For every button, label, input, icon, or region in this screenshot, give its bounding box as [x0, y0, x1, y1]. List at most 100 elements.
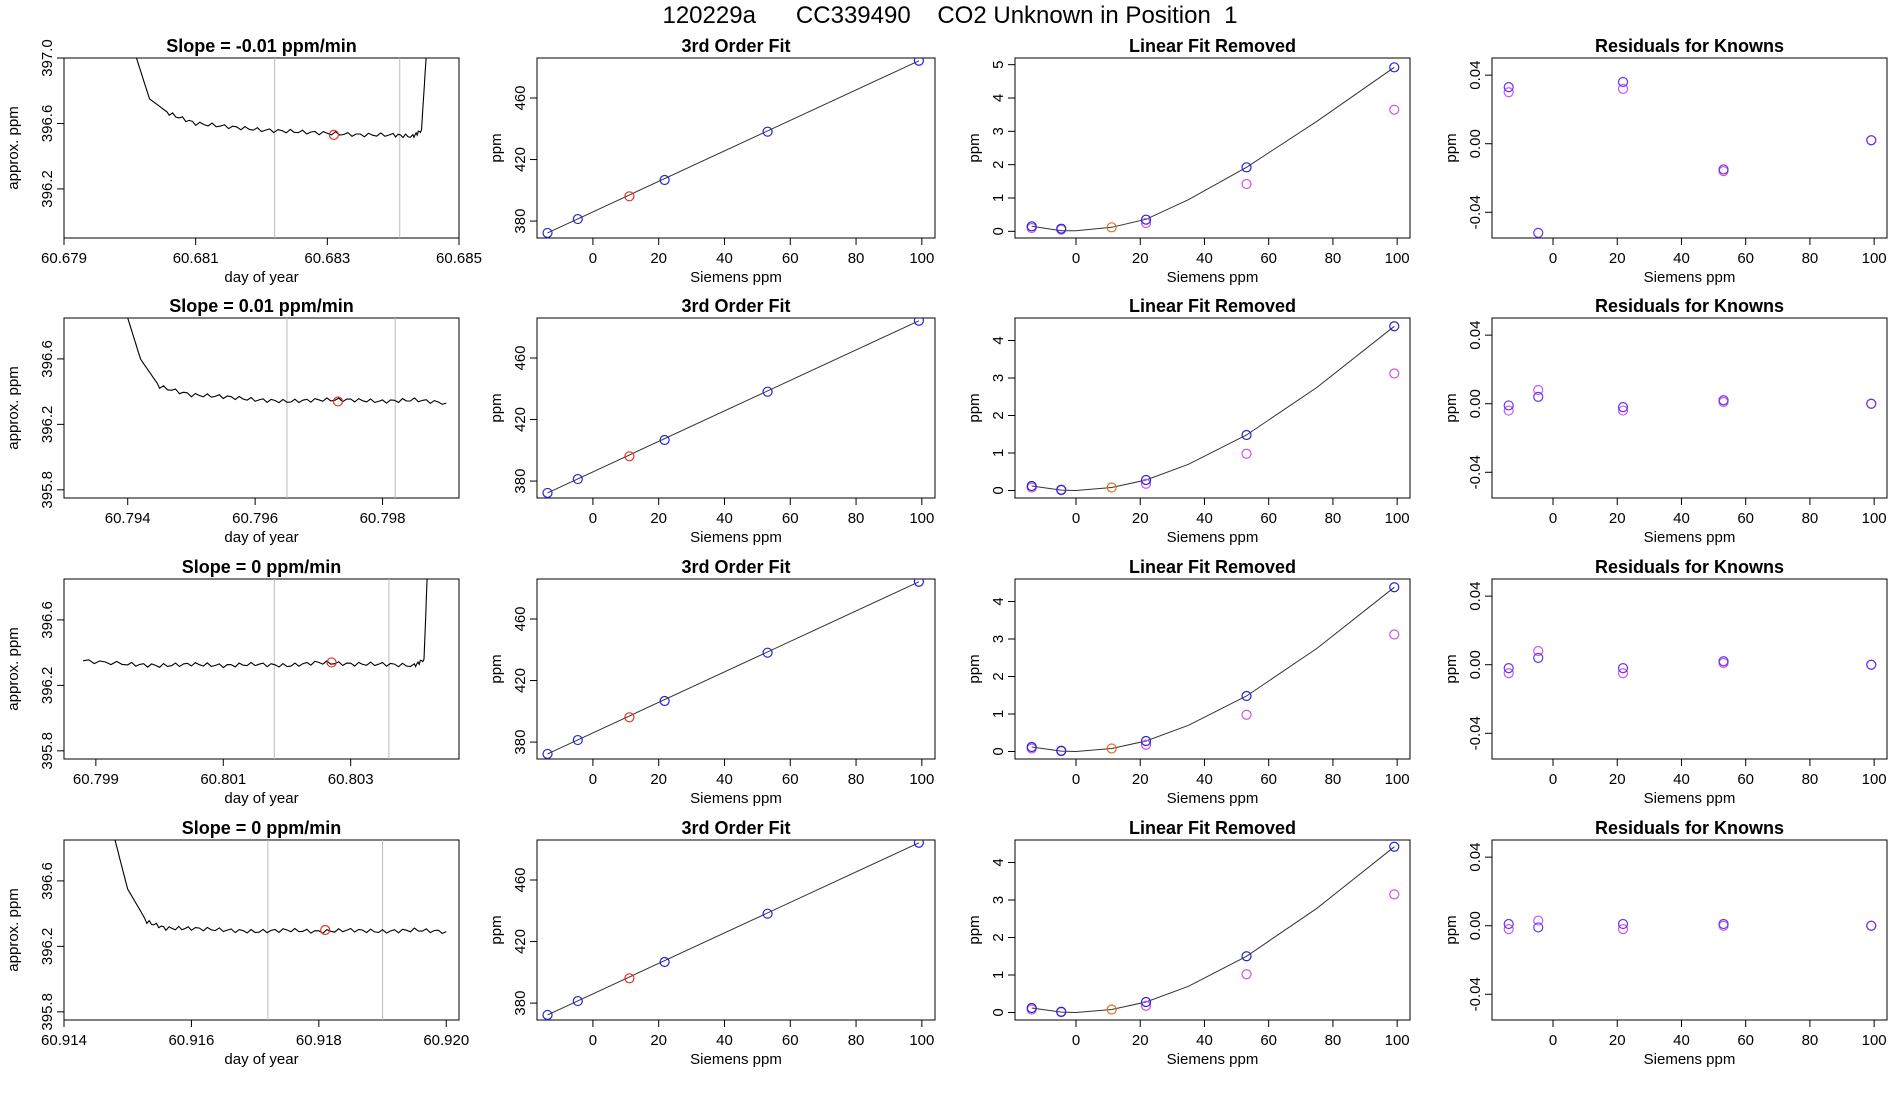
known-standard-point — [1241, 429, 1252, 441]
x-tick-label: 80 — [1802, 771, 1819, 788]
residual-point — [1533, 915, 1544, 926]
panel-time-series-row-1: Slope = -0.01 ppm/min 60.679 60.681 60.683 6… — [5, 36, 482, 286]
chart-title: Linear Fit Removed — [1129, 36, 1296, 56]
linear-removed-point — [1241, 448, 1252, 459]
x-axis-label: Siemens ppm — [690, 529, 782, 546]
panel-residuals-row-2: Residuals for Knowns 0 20 40 60 80 100 Siemens … — [1443, 296, 1888, 546]
panel-time-series-row-4: Slope = 0 ppm/min 60.914 60.916 60.918 60.92… — [5, 818, 469, 1068]
residual-point — [1503, 924, 1514, 935]
linear-removed-point — [1389, 368, 1400, 379]
y-tick-label: 2 — [990, 933, 1007, 941]
residual-point — [1617, 405, 1629, 416]
x-tick-label: 0 — [1072, 250, 1080, 267]
chart-title: 3rd Order Fit — [681, 36, 790, 56]
y-tick-label: 396.2 — [39, 667, 56, 705]
y-tick-label: 420 — [512, 147, 529, 172]
panel-3rd-order-fit-row-2: 3rd Order Fit 0 20 40 60 80 100 Siemens ppm 380 4… — [488, 296, 936, 546]
x-tick-label: 80 — [1802, 250, 1819, 267]
known-standard-point — [1026, 1002, 1037, 1014]
y-tick-label: 395.8 — [39, 993, 56, 1031]
x-axis-label: Siemens ppm — [1644, 529, 1736, 546]
plot-content — [542, 579, 924, 759]
y-tick-label: 2 — [990, 672, 1007, 680]
y-tick-label: -0.04 — [1467, 977, 1484, 1011]
known-standard-point — [1056, 484, 1067, 495]
x-tick-label: 20 — [1609, 510, 1626, 527]
ppm-trace-line — [83, 579, 428, 669]
y-tick-label: -0.04 — [1467, 716, 1484, 750]
x-tick-label: 60.681 — [173, 250, 219, 267]
x-tick-label: 20 — [1609, 1032, 1626, 1049]
unknown-point — [1106, 1004, 1117, 1015]
y-axis-label: ppm — [966, 915, 983, 944]
residual-point — [1503, 668, 1514, 679]
x-tick-label: 100 — [1385, 250, 1410, 267]
plot-content — [1503, 384, 1877, 416]
x-tick-label: 0 — [1072, 771, 1080, 788]
known-standard-point — [1389, 321, 1400, 332]
plot-frame — [1014, 317, 1411, 499]
x-tick-label: 60.679 — [41, 250, 87, 267]
y-tick-label: 4 — [990, 336, 1007, 344]
y-axis-label: ppm — [488, 133, 505, 162]
residual-point — [1503, 663, 1514, 674]
known-standard-point — [913, 840, 924, 848]
chart-title: Linear Fit Removed — [1129, 557, 1296, 577]
residual-point — [1617, 924, 1629, 935]
x-tick-label: 100 — [909, 1032, 934, 1049]
y-axis-label: ppm — [1443, 133, 1460, 162]
y-tick-label: 396.2 — [39, 406, 56, 444]
y-tick-label: 420 — [512, 668, 529, 693]
x-tick-label: 20 — [1132, 1032, 1149, 1049]
y-axis-label: approx. ppm — [5, 627, 22, 710]
y-tick-label: 380 — [512, 209, 529, 234]
x-axis-label: Siemens ppm — [1167, 269, 1259, 286]
x-tick-label: 20 — [650, 250, 667, 267]
linear-removed-point — [1140, 739, 1152, 750]
y-tick-label: 0 — [990, 227, 1007, 235]
x-tick-label: 40 — [1196, 1032, 1213, 1049]
known-standard-point — [1026, 221, 1037, 232]
plot-content — [1026, 841, 1400, 1018]
x-tick-label: 0 — [589, 1032, 597, 1049]
y-tick-label: 380 — [512, 991, 529, 1016]
plot-content — [135, 58, 427, 238]
residual-point — [1533, 391, 1544, 402]
known-standard-point — [762, 126, 773, 137]
plot-content — [1503, 645, 1877, 679]
residual-point — [1503, 918, 1514, 930]
y-tick-label: 2 — [990, 411, 1007, 419]
residual-point — [1533, 384, 1544, 396]
y-tick-label: 3 — [990, 635, 1007, 643]
known-standard-point — [1140, 474, 1152, 486]
plot-content — [1503, 76, 1877, 238]
x-tick-label: 20 — [650, 771, 667, 788]
known-standard-point — [659, 434, 670, 446]
y-tick-label: 460 — [512, 606, 529, 631]
plot-content — [1026, 582, 1400, 757]
x-tick-label: 40 — [1673, 771, 1690, 788]
y-tick-label: -0.04 — [1467, 455, 1484, 489]
ppm-trace-line — [127, 318, 447, 405]
y-tick-label: 0.04 — [1467, 321, 1484, 350]
known-standard-point — [1241, 951, 1252, 962]
x-tick-label: 60.685 — [436, 250, 482, 267]
x-tick-label: 40 — [716, 1032, 733, 1049]
y-tick-label: -0.04 — [1467, 195, 1484, 229]
residual-point — [1617, 76, 1629, 88]
known-standard-point — [659, 695, 670, 707]
y-tick-label: 0 — [990, 486, 1007, 494]
unknown-point — [1106, 482, 1117, 493]
x-axis-label: Siemens ppm — [690, 1051, 782, 1068]
x-tick-label: 60 — [1260, 510, 1277, 527]
x-tick-label: 100 — [1862, 771, 1887, 788]
plot-frame — [536, 317, 936, 499]
plot-content — [1026, 62, 1400, 235]
plot-frame — [1491, 57, 1888, 239]
unknown-average-point — [332, 396, 344, 407]
x-tick-label: 0 — [1072, 510, 1080, 527]
y-axis-label: ppm — [966, 654, 983, 683]
known-standard-point — [1389, 62, 1400, 73]
y-tick-label: 4 — [990, 597, 1007, 605]
linear-removed-point — [1389, 889, 1400, 900]
